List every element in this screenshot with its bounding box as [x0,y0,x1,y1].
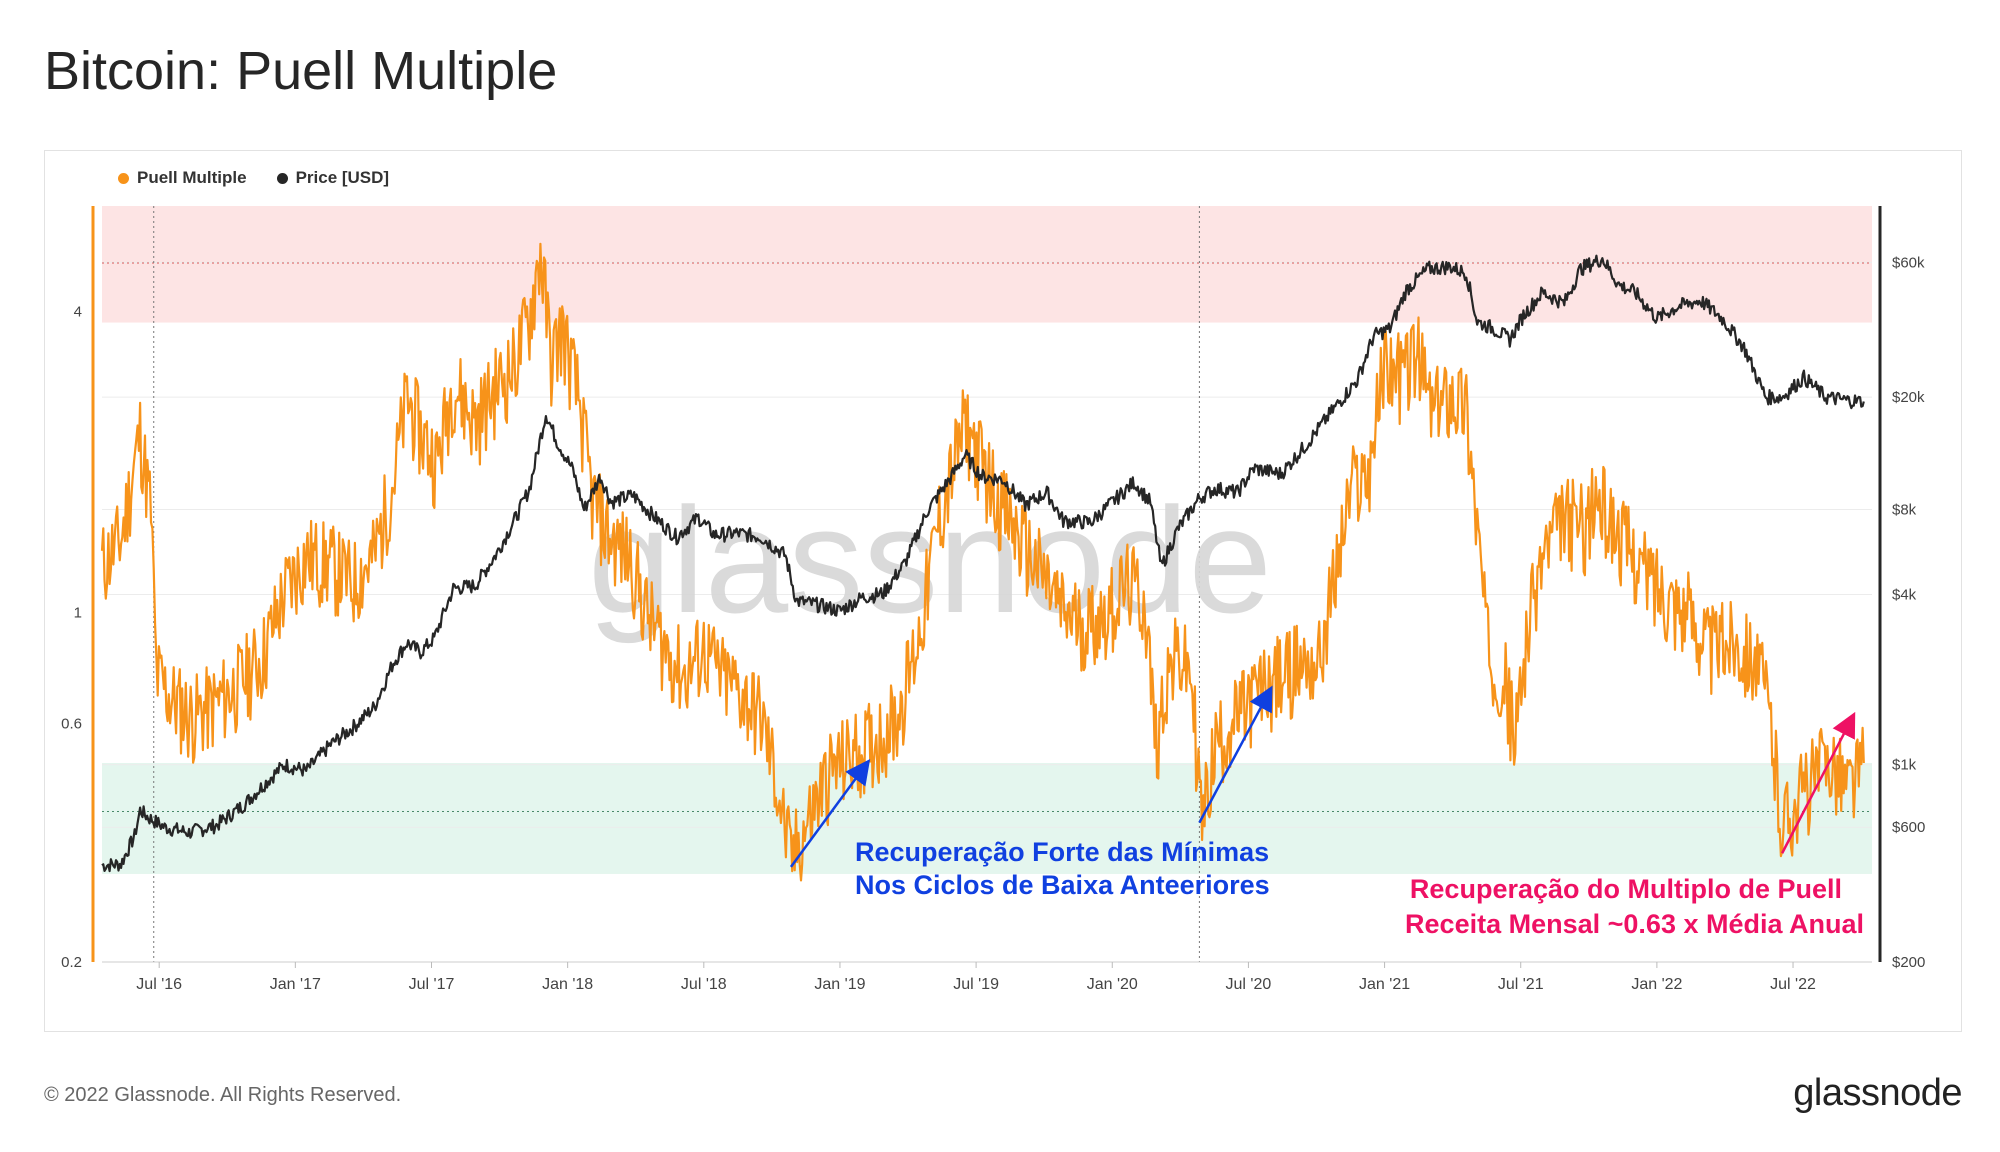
annotation-arrow-pink [1781,711,1856,854]
right-tick-label: $20k [1892,389,1925,406]
annotation-text-pink-line2: Receita Mensal ~0.63 x Média Anual [1405,909,1864,939]
legend-item-puell[interactable]: Puell Multiple [118,168,247,188]
x-tick-label: Jul '22 [1770,976,1816,993]
left-tick-label: 1 [74,604,82,621]
x-tick-label: Jan '20 [1087,976,1138,993]
legend-dot-price [276,172,288,184]
right-tick-label: $8k [1892,502,1917,519]
x-tick-label: Jan '22 [1631,976,1682,993]
right-tick-label: $1k [1892,757,1917,774]
series-puell-multiple [100,242,1865,882]
legend-dot-puell [118,172,129,184]
left-tick-label: 4 [74,303,82,320]
annotation-text-blue-line1: Recuperação Forte das Mínimas [855,837,1269,867]
right-tick-label: $60k [1892,254,1925,271]
chart-legend: Puell Multiple Price [USD] [118,168,389,188]
legend-label-price: Price [USD] [295,168,390,187]
x-tick-label: Jul '17 [409,976,455,993]
band-green [102,763,1872,874]
band-red [102,206,1872,323]
x-tick-label: Jul '16 [136,976,182,993]
right-tick-label: $200 [1892,954,1925,971]
annotation-text-pink-line1: Recuperação do Multiplo de Puell [1410,874,1842,904]
legend-label-puell: Puell Multiple [137,168,247,187]
glassnode-logo[interactable]: glassnode [1793,1072,1962,1114]
annotation-arrow-blue [1198,685,1273,824]
series-price-usd [101,254,1865,873]
x-tick-label: Jan '17 [270,976,321,993]
x-tick-label: Jan '21 [1359,976,1410,993]
x-tick-label: Jan '18 [542,976,593,993]
x-tick-label: Jul '18 [681,976,727,993]
page-title: Bitcoin: Puell Multiple [44,41,558,101]
footer-copyright: © 2022 Glassnode. All Rights Reserved. [44,1084,402,1106]
x-tick-label: Jul '20 [1226,976,1272,993]
annotation-arrow-blue [789,758,871,868]
annotation-text-blue-line2: Nos Ciclos de Baixa Anteeriores [855,870,1270,900]
legend-item-price[interactable]: Price [USD] [276,168,390,188]
x-tick-label: Jul '19 [953,976,999,993]
left-tick-label: 0.2 [61,954,82,971]
chart-frame [44,150,1962,1032]
right-tick-label: $4k [1892,587,1917,604]
left-tick-label: 0.6 [61,715,82,732]
right-tick-label: $600 [1892,819,1925,836]
x-tick-label: Jul '21 [1498,976,1544,993]
x-tick-label: Jan '19 [814,976,865,993]
